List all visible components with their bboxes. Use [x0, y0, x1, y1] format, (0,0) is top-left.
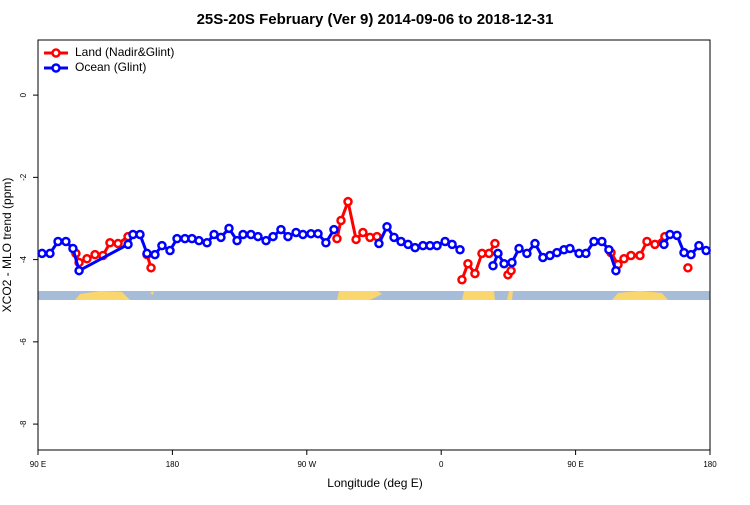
- point: [374, 238, 384, 249]
- x-tick-label: 0: [439, 460, 444, 469]
- point: [611, 265, 621, 276]
- point: [146, 263, 156, 273]
- point: [701, 245, 711, 256]
- point: [68, 243, 78, 254]
- y-axis-label: XCO2 - MLO trend (ppm): [0, 178, 14, 313]
- plot-frame: [37, 39, 711, 451]
- point: [522, 248, 532, 259]
- point: [61, 236, 71, 247]
- point: [635, 250, 645, 261]
- land-ocean-strip: [38, 291, 710, 300]
- point: [686, 249, 696, 260]
- point: [432, 240, 442, 251]
- point: [216, 232, 226, 243]
- point: [135, 229, 145, 240]
- point: [150, 249, 160, 260]
- point: [113, 238, 123, 249]
- point: [490, 238, 500, 249]
- point: [313, 228, 323, 239]
- point: [238, 229, 248, 240]
- legend-marker: [51, 48, 61, 58]
- x-tick-label: 180: [166, 460, 180, 469]
- point: [514, 243, 524, 254]
- point: [53, 236, 63, 247]
- point: [389, 232, 399, 243]
- point: [321, 237, 331, 248]
- point: [194, 235, 204, 246]
- y-tick-label: -2: [19, 173, 28, 181]
- point: [581, 248, 591, 259]
- point: [224, 223, 234, 234]
- point: [157, 240, 167, 251]
- point: [447, 239, 457, 250]
- point: [165, 245, 175, 256]
- x-tick-label: 90 W: [297, 460, 316, 469]
- point: [604, 244, 614, 255]
- point: [507, 257, 517, 268]
- point: [463, 258, 473, 269]
- point: [597, 236, 607, 247]
- point: [484, 248, 494, 259]
- point: [253, 231, 263, 242]
- point: [37, 248, 47, 259]
- point: [659, 239, 669, 250]
- point: [45, 248, 55, 259]
- point: [506, 265, 516, 276]
- legend-marker: [51, 63, 61, 73]
- point: [499, 258, 509, 269]
- point: [694, 240, 704, 251]
- point: [672, 230, 682, 241]
- point: [358, 227, 368, 238]
- point: [470, 268, 480, 279]
- legend-label: Land (Nadir&Glint): [75, 45, 174, 59]
- x-tick-label: 90 E: [567, 460, 583, 469]
- legend-label: Ocean (Glint): [75, 60, 146, 74]
- point: [403, 239, 413, 250]
- y-tick-label: -4: [19, 255, 28, 263]
- point: [276, 224, 286, 235]
- point: [298, 229, 308, 240]
- point: [105, 237, 115, 248]
- point: [410, 242, 420, 253]
- point: [650, 239, 660, 250]
- point: [82, 254, 92, 264]
- point: [283, 231, 293, 242]
- point: [619, 254, 629, 264]
- chart-title: 25S-20S February (Ver 9) 2014-09-06 to 2…: [197, 11, 554, 28]
- point: [142, 248, 152, 259]
- x-tick-label: 90 E: [30, 460, 46, 469]
- point: [683, 263, 693, 273]
- point: [268, 231, 278, 242]
- point: [123, 239, 133, 250]
- point: [336, 215, 346, 226]
- point: [530, 238, 540, 249]
- point: [232, 235, 242, 246]
- point: [589, 236, 599, 247]
- y-tick-label: 0: [19, 92, 28, 97]
- x-axis-label: Longitude (deg E): [327, 476, 422, 490]
- y-tick-label: -8: [19, 420, 28, 428]
- point: [488, 261, 498, 271]
- x-tick-label: 180: [703, 460, 717, 469]
- point: [382, 221, 392, 232]
- point: [90, 249, 100, 260]
- point: [261, 235, 271, 246]
- point: [202, 237, 212, 248]
- point: [493, 248, 503, 259]
- point: [642, 236, 652, 247]
- point: [626, 250, 636, 261]
- point: [457, 274, 467, 285]
- point: [343, 196, 353, 207]
- point: [565, 243, 575, 254]
- point: [455, 244, 465, 255]
- point: [74, 265, 84, 276]
- point: [329, 224, 339, 235]
- y-tick-label: -6: [19, 338, 28, 346]
- point: [332, 233, 342, 244]
- point: [172, 233, 182, 244]
- point: [351, 234, 361, 245]
